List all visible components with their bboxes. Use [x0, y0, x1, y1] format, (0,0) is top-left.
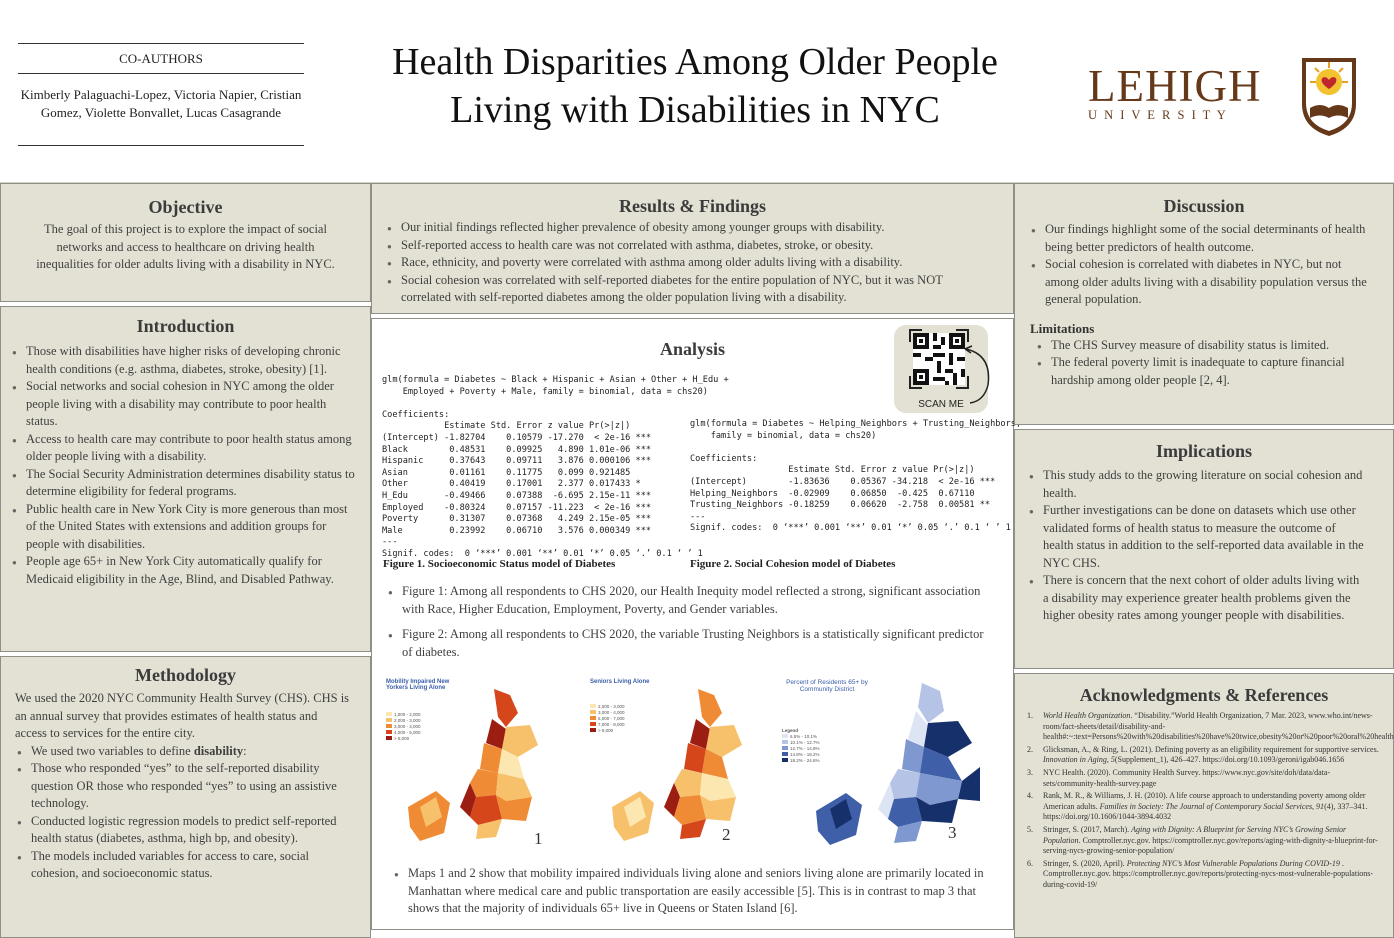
list-item: Our findings highlight some of the socia… [1029, 221, 1369, 256]
list-item: Social cohesion was correlated with self… [385, 272, 993, 307]
list-item: Maps 1 and 2 show that mobility impaired… [392, 865, 992, 918]
list-item: People age 65+ in New York City automati… [10, 553, 356, 588]
implications-panel: Implications This study adds to the grow… [1014, 429, 1394, 669]
references-list: 1. World Health Organization. “Disability… [1015, 706, 1394, 891]
map-3-choropleth [816, 683, 980, 845]
figure-1-caption: Figure 1. Socioeconomic Status model of … [383, 558, 616, 570]
map-1-legend: 1,000 - 2,000 2,000 - 3,000 3,000 - 4,00… [386, 711, 421, 741]
list-item: Social cohesion is correlated with diabe… [1029, 256, 1369, 309]
list-item: Access to health care may contribute to … [10, 431, 356, 466]
list-item: Further investigations can be done on da… [1027, 502, 1367, 572]
discussion-panel: Discussion Our findings highlight some o… [1014, 183, 1394, 425]
analysis-panel: Analysis SCAN ME glm(formula = Diabetes … [371, 318, 1021, 930]
map-3-number: 3 [948, 823, 957, 842]
limitations-list: The CHS Survey measure of disability sta… [1015, 337, 1393, 390]
results-list: Our initial findings reflected higher pr… [372, 217, 1013, 307]
qr-code-box[interactable]: SCAN ME [894, 325, 990, 413]
map-2-number: 2 [722, 825, 731, 844]
objective-panel: Objective The goal of this project is to… [0, 183, 371, 302]
map-2-legend: 2,000 - 3,000 3,000 - 4,000 5,000 - 7,00… [590, 703, 625, 733]
list-item: Public health care in New York City is m… [10, 501, 356, 554]
analysis-title: Analysis [659, 339, 726, 359]
title-line-1: Health Disparities Among Older People [392, 41, 998, 83]
qr-label: SCAN ME [918, 399, 964, 410]
methodology-intro: We used the 2020 NYC Community Health Su… [15, 691, 350, 740]
disability-term: disability [193, 743, 244, 758]
introduction-title: Introduction [136, 316, 235, 336]
map-1-number: 1 [534, 829, 543, 848]
discussion-list: Our findings highlight some of the socia… [1015, 217, 1393, 309]
qr-arrow-icon [964, 345, 990, 404]
list-item: This study adds to the growing literatur… [1027, 467, 1367, 502]
list-item: 4. Rank, M. R., & Williams, J. H. (2010).… [1027, 791, 1368, 822]
map-1-title: Mobility Impaired New Yorkers Living Alo… [386, 679, 450, 691]
list-item: The models included variables for access… [15, 848, 356, 883]
coauthors-block: CO-AUTHORS Kimberly Palaguachi-Lopez, Vi… [18, 43, 304, 146]
list-item: 3. NYC Health. (2020). Community Health S… [1027, 767, 1331, 788]
list-item: 5. Stringer, S. (2017, March). Aging with… [1027, 824, 1378, 856]
list-item: Self-reported access to health care was … [385, 237, 993, 254]
qr-frame-icon [909, 329, 969, 389]
list-item: The Social Security Administration deter… [10, 466, 356, 501]
methodology-panel: Methodology We used the 2020 NYC Communi… [0, 656, 371, 938]
map-2-title: Seniors Living Alone [590, 679, 650, 685]
references-panel: Acknowledgments & References 1. World Hea… [1014, 673, 1394, 938]
maps-notes-list: Maps 1 and 2 show that mobility impaired… [392, 865, 992, 918]
list-item: 2. Glicksman, A., & Ring, L. (2021). Defi… [1027, 744, 1379, 765]
figure-notes-list: Figure 1: Among all respondents to CHS 2… [386, 583, 996, 661]
methodology-title: Methodology [135, 665, 236, 685]
introduction-panel: Introduction Those with disabilities hav… [0, 306, 371, 652]
coauthors-label: CO-AUTHORS [119, 50, 203, 66]
map-3-title: Percent of Residents 65+ by Community Di… [786, 679, 868, 693]
map-3-legend: Legend 6.5% - 10.1% 10.1% - 12.7% 12.7% … [782, 727, 820, 763]
title-line-2: Living with Disabilities in NYC [450, 89, 940, 131]
qr-code-icon [913, 333, 965, 385]
list-item: Those with disabilities have higher risk… [10, 343, 356, 378]
list-item: Figure 1: Among all respondents to CHS 2… [386, 583, 996, 618]
map-3: Percent of Residents 65+ by Community Di… [782, 679, 1002, 849]
list-item: 6. Stringer, S. (2020, April). Protecting… [1027, 858, 1374, 889]
limitations-title: Limitations [1030, 320, 1095, 336]
lehigh-logo: LEHIGH U N I V E R S I T Y [1088, 64, 1288, 123]
list-item: The federal poverty limit is inadequate … [1035, 354, 1363, 389]
map-1-choropleth [408, 689, 538, 841]
map-2-choropleth [612, 689, 742, 841]
poster-title: Health Disparities Among Older People Li… [335, 38, 1055, 134]
implications-list: This study adds to the growing literatur… [1015, 462, 1393, 625]
references-title: Acknowledgments & References [1079, 685, 1329, 705]
lehigh-wordmark: LEHIGH [1088, 61, 1262, 111]
regression-output-1: glm(formula = Diabetes ~ Black + Hispani… [382, 375, 729, 559]
list-item: The CHS Survey measure of disability sta… [1035, 337, 1363, 354]
results-panel: Results & Findings Our initial findings … [371, 183, 1014, 314]
list-item: Conducted logistic regression models to … [15, 813, 356, 848]
list-item: There is concern that the next cohort of… [1027, 572, 1367, 625]
regression-output-2: glm(formula = Diabetes ~ Helping_Neighbo… [690, 419, 1022, 534]
list-item: Race, ethnicity, and poverty were correl… [385, 254, 993, 272]
results-title: Results & Findings [618, 196, 767, 216]
map-1: Mobility Impaired New Yorkers Living Alo… [386, 679, 546, 849]
list-item: Figure 2: Among all respondents to CHS 2… [386, 626, 996, 661]
objective-text: The goal of this project is to explore t… [36, 222, 335, 271]
discussion-title: Discussion [1163, 196, 1245, 216]
list-item: Social networks and social cohesion in N… [10, 378, 356, 431]
implications-title: Implications [1155, 441, 1252, 461]
list-item: 1. World Health Organization. “Disability… [1027, 711, 1394, 742]
map-2: Seniors Living Alone 2,000 - 3,000 3,000… [590, 679, 750, 849]
introduction-list: Those with disabilities have higher risk… [1, 337, 370, 588]
objective-title: Objective [148, 197, 223, 217]
lehigh-sub: U N I V E R S I T Y [1088, 108, 1228, 122]
lehigh-shield-icon [1302, 58, 1356, 136]
coauthors-names: Kimberly Palaguachi-Lopez, Victoria Napi… [18, 74, 304, 146]
list-item: Our initial findings reflected higher pr… [385, 219, 993, 237]
list-item: Those who responded “yes” to the self-re… [15, 760, 356, 813]
figure-2-caption: Figure 2. Social Cohesion model of Diabe… [690, 558, 896, 570]
list-item: We used two variables to define disabili… [15, 743, 356, 760]
methodology-list: We used two variables to define disabili… [1, 743, 370, 883]
